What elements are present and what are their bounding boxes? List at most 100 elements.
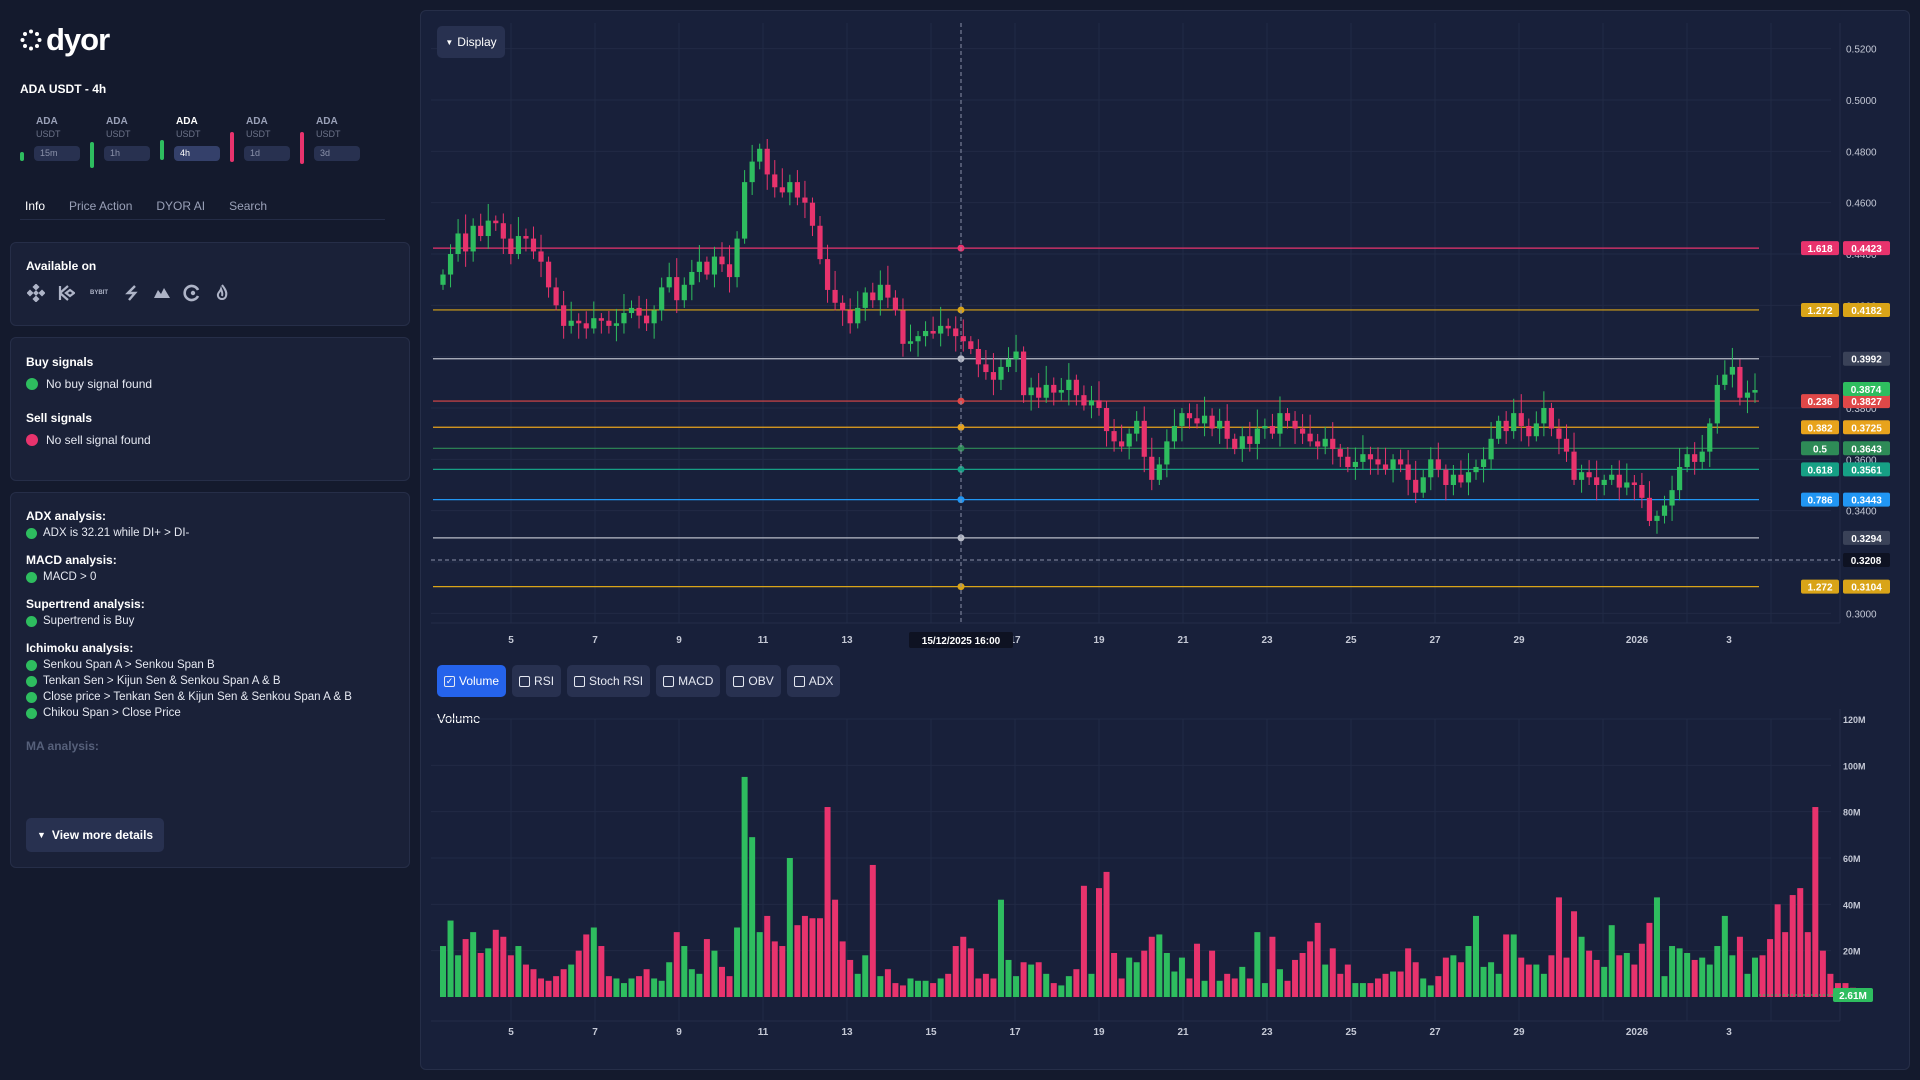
flame-exchange-icon[interactable]: [212, 283, 232, 303]
candle-body: [1631, 482, 1637, 485]
candle-body: [681, 284, 687, 301]
price-chart[interactable]: 0.52000.50000.48000.46000.44000.42000.40…: [421, 11, 1911, 651]
fib-ratio-label: 0.236: [1807, 397, 1832, 408]
fib-price-tag: [1843, 394, 1890, 409]
indicator-label: Volume: [459, 674, 500, 688]
candle-body: [757, 148, 763, 162]
volume-bar: [1224, 973, 1231, 997]
candle-body: [485, 220, 491, 237]
bybit-icon[interactable]: BYBIT: [90, 290, 108, 296]
candle-body: [764, 148, 770, 175]
fib-ratio-tag: [1801, 420, 1839, 435]
timeframe-quote: USDT: [106, 129, 131, 139]
candle-body: [1503, 420, 1509, 432]
indicator-macd-toggle[interactable]: MACD: [656, 665, 721, 697]
tab-search[interactable]: Search: [229, 199, 268, 213]
tab-price-action[interactable]: Price Action: [69, 199, 133, 213]
candle-body: [1578, 472, 1585, 480]
candle-body: [440, 274, 446, 285]
volume-bar: [1261, 983, 1268, 997]
circle-exchange-icon[interactable]: [182, 283, 202, 303]
timeframe-15m[interactable]: ADA USDT 15m: [20, 114, 80, 166]
volume-bar: [1314, 922, 1321, 997]
candle-body: [824, 259, 831, 290]
indicator-rsi-toggle[interactable]: RSI: [512, 665, 562, 697]
candle-body: [598, 318, 604, 321]
display-button[interactable]: ▼ Display: [437, 26, 505, 58]
analysis-card: ADX analysis: ADX is 32.21 while DI+ > D…: [10, 492, 410, 868]
candle-body: [1126, 433, 1132, 447]
cloud-exchange-icon[interactable]: [152, 283, 172, 303]
kucoin-icon[interactable]: [56, 283, 76, 303]
lightning-exchange-icon[interactable]: [122, 283, 142, 303]
smile-icon: [26, 571, 37, 583]
caret-down-icon: ▼: [445, 37, 454, 47]
candle-body: [1171, 425, 1178, 442]
volume-bar: [673, 932, 680, 997]
candle-body: [817, 225, 823, 260]
volume-bar: [975, 978, 982, 997]
timeframe-quote: USDT: [246, 129, 271, 139]
fib-ratio-label: 0.382: [1807, 423, 1832, 434]
volume-bar: [492, 929, 499, 997]
volume-bar: [884, 969, 891, 997]
binance-icon[interactable]: [26, 283, 46, 303]
checkbox-icon: [574, 675, 586, 687]
candle-body: [1134, 420, 1140, 434]
candle-body: [907, 341, 914, 344]
tab-info[interactable]: Info: [25, 199, 46, 213]
price-tick: 0.3000: [1846, 609, 1877, 620]
candle-body: [1239, 436, 1245, 450]
dyor-logo[interactable]: dyor: [20, 22, 110, 58]
volume-date-tick: 29: [1513, 1027, 1525, 1038]
candle-body: [1051, 384, 1057, 393]
indicator-obv-toggle[interactable]: OBV: [726, 665, 781, 697]
indicator-adx-toggle[interactable]: ADX: [786, 665, 841, 697]
adx-analysis-line: ADX is 32.21 while DI+ > DI-: [26, 527, 394, 539]
candle-body: [1586, 472, 1592, 478]
fib-ratio-tag: [1801, 394, 1839, 409]
price-tick: 0.3800: [1846, 404, 1877, 415]
volume-bar: [1344, 964, 1351, 997]
date-tick: 5: [508, 635, 514, 646]
candle-body: [1676, 467, 1683, 491]
smile-icon: [26, 675, 37, 687]
fib-price-tag: [1843, 530, 1890, 545]
timeframe-3d[interactable]: ADA USDT 3d: [300, 114, 360, 166]
date-tick: 19: [1093, 635, 1105, 646]
volume-bar: [1103, 871, 1110, 997]
indicator-volume-toggle[interactable]: ✓ Volume: [437, 665, 507, 697]
indicator-stoch-rsi-toggle[interactable]: Stoch RSI: [567, 665, 651, 697]
volume-tick: 60M: [1843, 854, 1861, 864]
timeframe-base: ADA: [316, 116, 338, 127]
volume-bar: [824, 807, 831, 997]
view-more-details-button[interactable]: ▼ View more details: [26, 818, 165, 852]
volume-bar: [1721, 915, 1728, 997]
candle-body: [1639, 485, 1645, 498]
candle-body: [1254, 428, 1260, 444]
price-tick: 0.4600: [1846, 199, 1877, 210]
candle-body: [1729, 366, 1735, 375]
volume-bar: [801, 915, 808, 997]
timeframe-selector: ADA USDT 15m ADA USDT 1h ADA USDT 4h ADA USDT 1d ADA…: [20, 114, 360, 168]
volume-bar: [1669, 946, 1676, 997]
volume-bar: [447, 920, 454, 997]
timeframe-1h[interactable]: ADA USDT 1h: [90, 114, 150, 168]
checkbox-icon: [519, 675, 531, 687]
volume-bar: [1850, 987, 1857, 997]
tab-dyor-ai[interactable]: DYOR AI: [156, 199, 206, 213]
candle-body: [1382, 464, 1389, 470]
candle-body: [1367, 454, 1374, 460]
volume-bar: [613, 978, 620, 997]
timeframe-4h[interactable]: ADA USDT 4h: [160, 114, 220, 166]
volume-bar: [1058, 985, 1065, 997]
volume-date-tick: 5: [508, 1027, 514, 1038]
candle-body: [779, 187, 785, 193]
supertrend-analysis-line: Supertrend is Buy: [26, 615, 394, 627]
candle-body: [561, 305, 567, 326]
timeframe-1d[interactable]: ADA USDT 1d: [230, 114, 290, 166]
volume-bar: [1736, 936, 1743, 997]
volume-bar: [1465, 946, 1472, 997]
candle-body: [1480, 459, 1487, 468]
sell-signal-status: No sell signal found: [26, 433, 394, 447]
